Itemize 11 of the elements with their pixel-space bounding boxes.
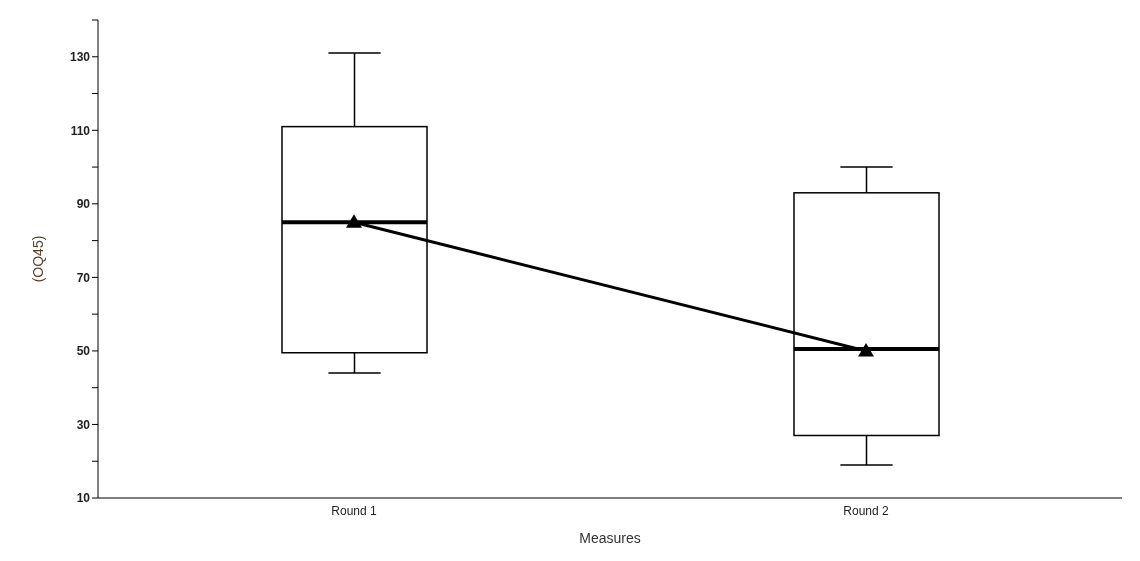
y-tick-label: 30: [76, 417, 91, 432]
y-axis-title: (OQ45): [29, 235, 46, 283]
y-tick-label: 90: [76, 197, 91, 212]
x-axis-title: Measures: [579, 530, 641, 546]
x-tick-label: Round 1: [331, 503, 378, 518]
y-tick-label: 110: [70, 123, 91, 138]
y-tick-label: 10: [76, 491, 91, 506]
y-tick-label: 70: [76, 270, 91, 285]
y-tick-label: 50: [76, 344, 91, 359]
y-tick-label: 130: [69, 50, 91, 65]
x-tick-label: Round 2: [843, 503, 890, 518]
